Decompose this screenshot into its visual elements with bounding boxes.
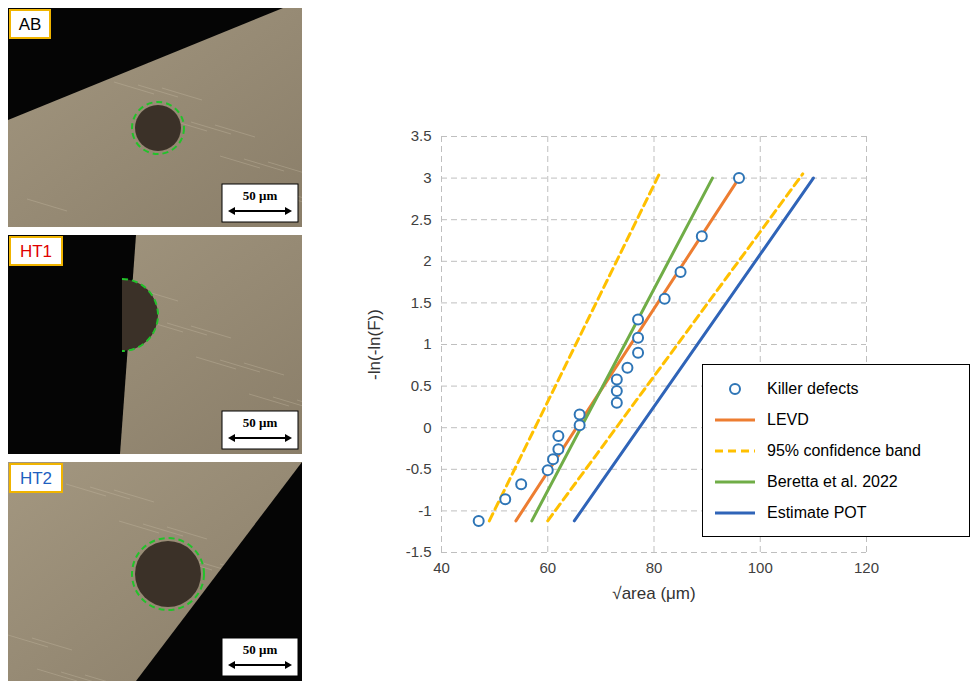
html-text:Beretta et al. 2022: Beretta et al. 2022 (767, 472, 898, 490)
html-text:95% confidence band: 95% confidence band (767, 441, 921, 459)
svg-text:HT1: HT1 (20, 242, 52, 261)
svg-text:40: 40 (433, 559, 450, 576)
svg-text:80: 80 (646, 559, 663, 576)
svg-text:-1: -1 (418, 502, 431, 519)
svg-text:-0.5: -0.5 (406, 460, 432, 477)
svg-text:50 μm: 50 μm (243, 188, 278, 203)
svg-text:2.5: 2.5 (411, 211, 432, 228)
svg-text:2: 2 (423, 252, 431, 269)
html-text:Killer defects: Killer defects (767, 379, 859, 397)
svg-text:100: 100 (748, 559, 773, 576)
svg-text:120: 120 (854, 559, 879, 576)
svg-text:1.5: 1.5 (411, 294, 432, 311)
html-text:Estimate POT: Estimate POT (767, 503, 867, 521)
svg-text:3.5: 3.5 (411, 127, 432, 144)
svg-text:-ln(-ln(F)): -ln(-ln(F)) (365, 309, 384, 380)
svg-text:60: 60 (539, 559, 556, 576)
svg-text:√area (μm): √area (μm) (612, 584, 695, 603)
svg-text:1: 1 (423, 335, 431, 352)
svg-text:50 μm: 50 μm (243, 415, 278, 430)
svg-text:-1.5: -1.5 (406, 543, 432, 560)
svg-text:0.5: 0.5 (411, 377, 432, 394)
svg-text:0: 0 (423, 419, 431, 436)
svg-text:AB: AB (19, 15, 42, 34)
svg-text:HT2: HT2 (20, 469, 52, 488)
svg-text:3: 3 (423, 169, 431, 186)
html-text:LEVD: LEVD (767, 410, 809, 428)
svg-text:50 μm: 50 μm (243, 642, 278, 657)
